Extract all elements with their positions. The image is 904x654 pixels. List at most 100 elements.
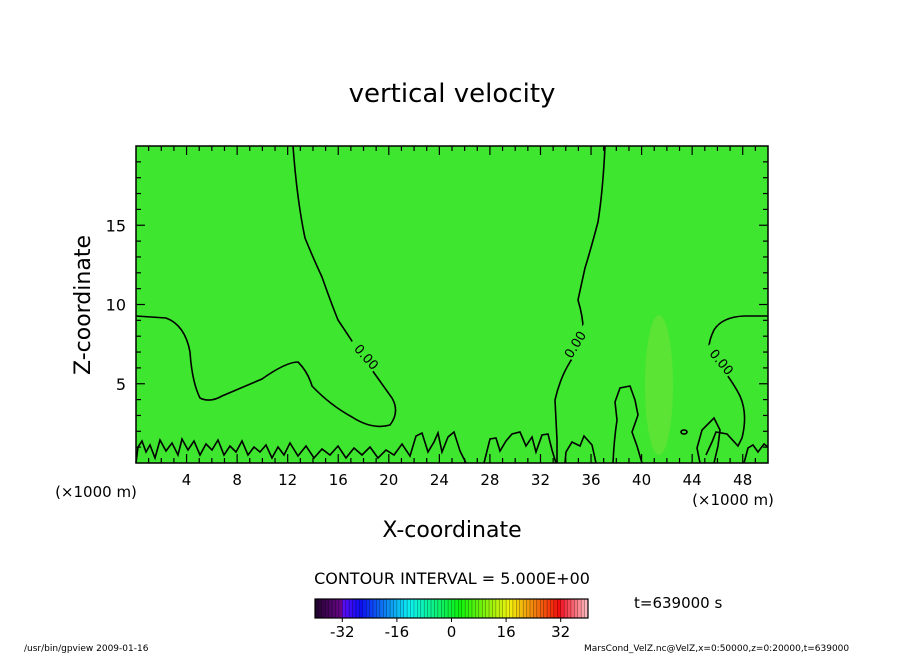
colorbar-cell	[567, 599, 572, 618]
colorbar-cell	[448, 599, 452, 618]
colorbar-cell	[410, 599, 415, 618]
colorbar-cell	[526, 599, 531, 618]
colorbar-cell	[379, 599, 384, 618]
colorbar-cell	[359, 599, 364, 618]
y-axis-title: Z-coordinate	[71, 235, 96, 375]
colorbar-cell	[437, 599, 442, 618]
colorbar-cell	[512, 599, 517, 618]
colorbar-cell	[485, 599, 490, 618]
colorbar-cell	[577, 599, 582, 618]
colorbar-cell	[403, 599, 408, 618]
contour-line	[612, 385, 643, 464]
colorbar-cell	[407, 599, 411, 618]
time-label: t=639000 s	[634, 594, 722, 612]
contour-interval: CONTOUR INTERVAL = 5.000E+00	[314, 569, 590, 588]
colorbar-cell	[318, 599, 323, 618]
x-unit-label-right: (×1000 m)	[692, 491, 774, 509]
colorbar-cell	[516, 599, 521, 618]
colorbar-cell	[529, 599, 534, 618]
colorbar-cell	[342, 599, 347, 618]
colorbar-cell	[332, 599, 336, 618]
colorbar-cell	[315, 599, 319, 618]
colorbar-cell	[352, 599, 357, 618]
y-tick-label: 5	[116, 375, 126, 394]
colorbar-cell	[547, 599, 551, 618]
colorbar-cell	[492, 599, 497, 618]
colorbar-cell	[355, 599, 360, 618]
colorbar-cell	[533, 599, 538, 618]
contour-line	[564, 434, 597, 464]
colorbar-cell	[499, 599, 504, 618]
x-tick-label: 8	[232, 471, 242, 489]
colorbar-cell	[373, 599, 377, 618]
colorbar-cell	[461, 599, 466, 618]
colorbar-cell	[509, 599, 514, 618]
colorbar-cell	[335, 599, 340, 618]
colorbar-cell	[523, 599, 527, 618]
colorbar-cell	[376, 599, 381, 618]
colorbar-cell	[349, 599, 353, 618]
colorbar-tick-label: 32	[551, 623, 570, 641]
colorbar-cell	[434, 599, 439, 618]
x-unit-label-left: (×1000 m)	[55, 483, 137, 501]
colorbar-cell	[540, 599, 545, 618]
colorbar-cell	[424, 599, 429, 618]
colorbar-cell	[400, 599, 405, 618]
colorbar-cell	[417, 599, 422, 618]
colorbar-cell	[478, 599, 483, 618]
contour-line	[135, 145, 397, 428]
colorbar-cell	[393, 599, 398, 618]
colorbar-cell	[475, 599, 480, 618]
colorbar-cell	[519, 599, 524, 618]
y-tick-label: 15	[106, 216, 126, 235]
colorbar-cell	[325, 599, 330, 618]
y-axis: 5 10 15	[106, 161, 768, 448]
x-tick-label: 12	[278, 471, 297, 489]
colorbar-cell	[557, 599, 562, 618]
colorbar-cell	[338, 599, 343, 618]
colorbar-ticks: -32 -16 0 16 32	[330, 618, 570, 641]
colorbar-cell	[441, 599, 446, 618]
contour-line	[743, 442, 769, 464]
colorbar-cell	[584, 599, 589, 618]
colorbar-cell	[345, 599, 350, 618]
colorbar-cell	[396, 599, 401, 618]
colorbar-cell	[321, 599, 326, 618]
colorbar-cell	[454, 599, 459, 618]
contour-line	[483, 431, 557, 464]
field-anomaly	[645, 315, 673, 455]
colorbar-tick-label: 16	[497, 623, 516, 641]
footer-left: /usr/bin/gpview 2009-01-16	[24, 644, 149, 654]
contour-line	[680, 429, 688, 435]
colorbar-cell	[502, 599, 507, 618]
x-axis: 4 8 12 16 20 24 28 32 36 40 44 48	[148, 146, 756, 489]
colorbar	[314, 599, 589, 618]
colorbar-cell	[390, 599, 394, 618]
contour-line	[135, 430, 467, 464]
colorbar-cell	[413, 599, 418, 618]
colorbar-cell	[550, 599, 555, 618]
x-tick-label: 40	[632, 471, 651, 489]
colorbar-cell	[574, 599, 579, 618]
colorbar-cell	[471, 599, 476, 618]
x-tick-label: 48	[733, 471, 752, 489]
contours	[135, 145, 769, 464]
y-tick-label: 10	[106, 296, 126, 315]
colorbar-cell	[468, 599, 473, 618]
colorbar-cell	[458, 599, 463, 618]
x-axis-title: X-coordinate	[382, 518, 521, 543]
colorbar-cell	[543, 599, 548, 618]
colorbar-cell	[451, 599, 456, 618]
chart-title: vertical velocity	[349, 79, 556, 109]
x-tick-label: 36	[581, 471, 600, 489]
contour-line	[696, 416, 721, 464]
colorbar-cell	[465, 599, 469, 618]
x-tick-label: 16	[329, 471, 348, 489]
footer-right: MarsCond_VelZ.nc@VelZ,x=0:50000,z=0:2000…	[584, 644, 849, 654]
colorbar-cell	[369, 599, 374, 618]
colorbar-tick-label: -16	[385, 623, 410, 641]
colorbar-cell	[489, 599, 493, 618]
colorbar-cell	[570, 599, 575, 618]
x-tick-label: 4	[182, 471, 192, 489]
